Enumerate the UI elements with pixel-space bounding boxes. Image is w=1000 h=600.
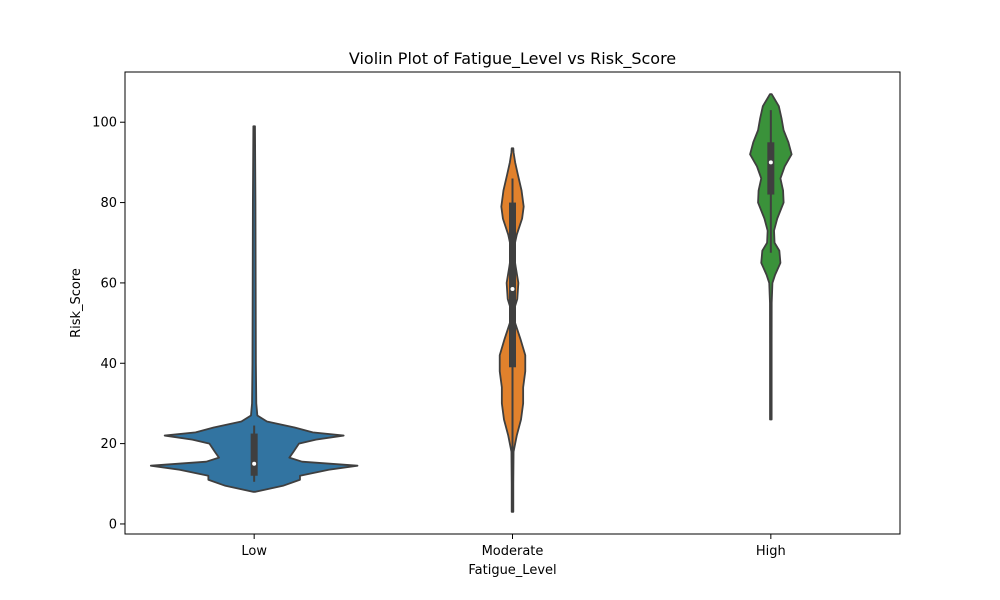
y-axis: 0 20 40 60 80 100 — [92, 116, 125, 532]
iqr-box-high — [767, 142, 775, 195]
y-tick-label: 40 — [100, 357, 117, 372]
median-dot-moderate — [510, 286, 515, 291]
x-tick-label-high: High — [756, 544, 786, 559]
x-axis: Low Moderate High — [241, 534, 786, 559]
median-dot-low — [252, 461, 257, 466]
x-tick-label-moderate: Moderate — [482, 544, 544, 559]
plot-frame — [124, 71, 901, 535]
y-tick-label: 100 — [92, 116, 117, 131]
chart-title: Violin Plot of Fatigue_Level vs Risk_Sco… — [349, 49, 676, 69]
y-tick-label: 0 — [109, 517, 117, 532]
violin-low — [149, 125, 359, 493]
boxes-layer — [250, 110, 775, 512]
violin-high — [749, 93, 793, 421]
median-dot-high — [768, 160, 773, 165]
y-tick-label: 60 — [100, 276, 117, 291]
iqr-box-moderate — [509, 202, 516, 368]
y-axis-label: Risk_Score — [69, 268, 84, 338]
iqr-box-low — [250, 433, 258, 476]
x-axis-label: Fatigue_Level — [468, 563, 556, 578]
violins-layer — [149, 93, 793, 513]
y-tick-label: 20 — [100, 437, 117, 452]
y-tick-label: 80 — [100, 196, 117, 211]
x-tick-label-low: Low — [241, 544, 267, 559]
